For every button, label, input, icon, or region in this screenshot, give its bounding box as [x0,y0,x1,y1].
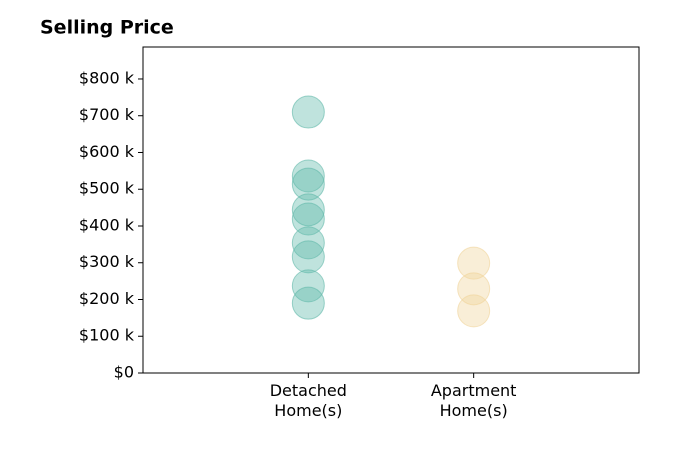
point [291,159,325,193]
point [291,226,325,260]
chart-title: Selling Price [40,17,174,39]
y-tick-label: $800 k [79,68,135,87]
point [291,202,325,236]
point [457,246,491,280]
x-tick-label: Detached Home(s) [269,381,347,420]
y-tick-label: $700 k [79,105,135,124]
y-tick-label: $0 [114,363,134,382]
y-tick-label: $100 k [79,326,135,345]
point [457,294,491,328]
point [291,240,325,274]
point [291,167,325,201]
point [291,95,325,129]
y-tick-label: $300 k [79,252,135,271]
y-tick-label: $500 k [79,179,135,198]
point [291,286,325,320]
y-tick-label: $200 k [79,289,135,308]
y-tick-label: $400 k [79,215,135,234]
x-tick-label: Apartment Home(s) [430,381,517,420]
point [291,269,325,303]
y-tick-label: $600 k [79,142,135,161]
point [291,193,325,227]
plot-frame [142,46,640,374]
